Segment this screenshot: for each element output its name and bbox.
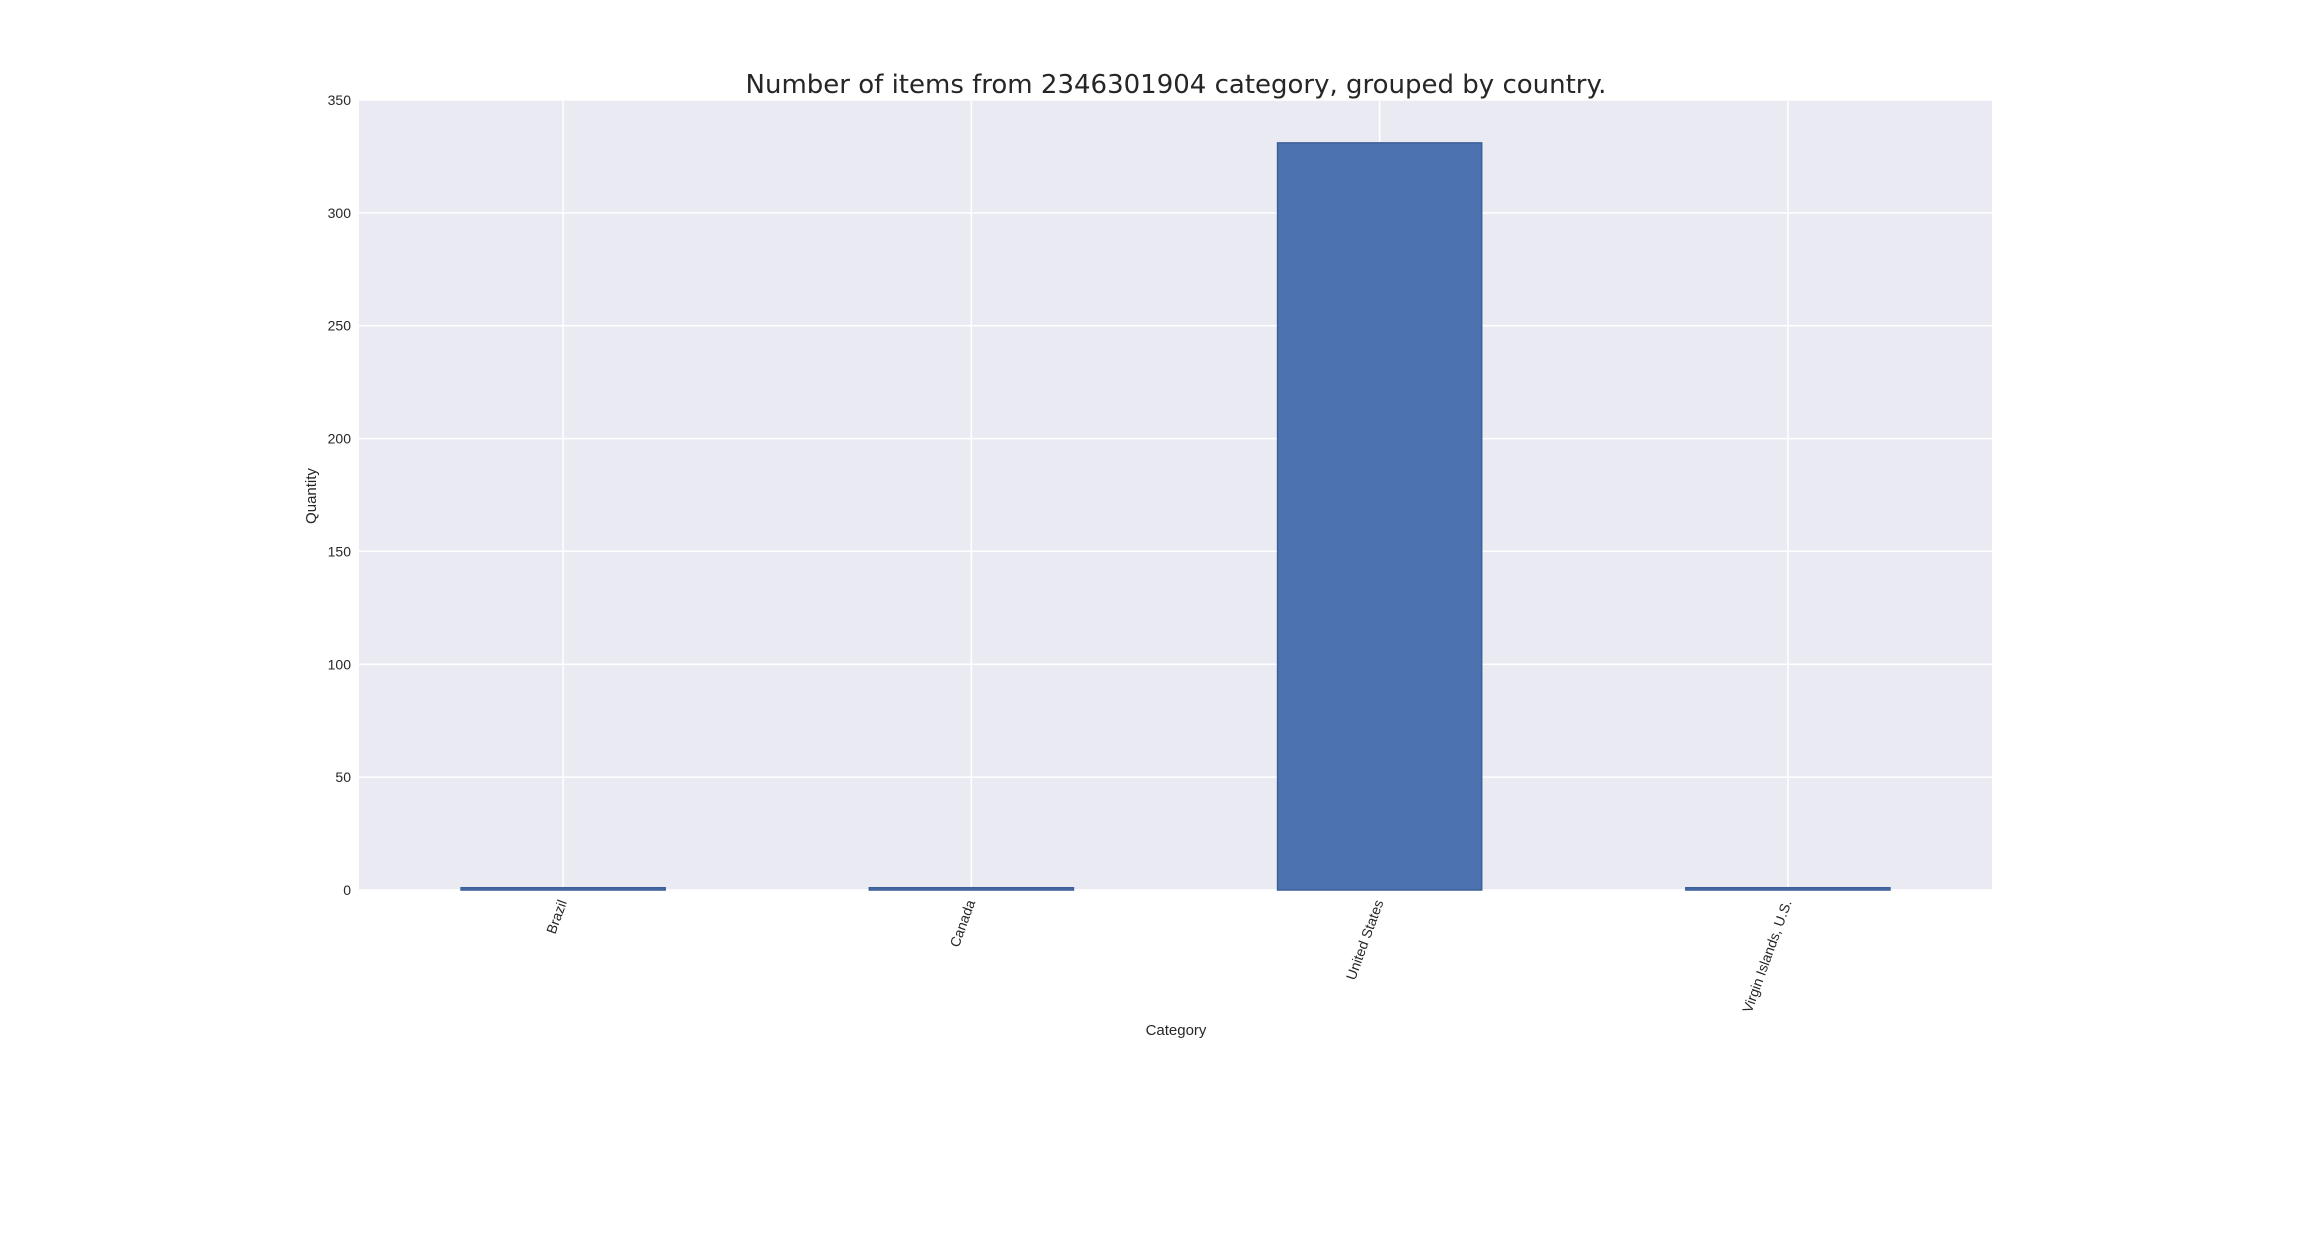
x-tick-label: Virgin Islands, U.S. [1739, 898, 1795, 1015]
y-tick-label: 50 [335, 769, 351, 785]
bar [1276, 142, 1483, 891]
bar [1685, 886, 1891, 891]
x-tick-label: United States [1343, 898, 1387, 982]
bar [460, 886, 666, 891]
x-tick-label: Canada [946, 897, 978, 949]
y-tick-label: 100 [328, 656, 352, 672]
bars [460, 142, 1891, 891]
y-axis-label: Quantity [303, 468, 320, 524]
y-axis-ticks: 0 50 100 150 200 250 300 350 [328, 92, 352, 898]
plot-area [359, 100, 1992, 890]
y-tick-label: 150 [328, 543, 352, 559]
x-tick-label: Brazil [543, 898, 570, 936]
x-axis-label: Category [1146, 1022, 1207, 1039]
y-tick-label: 300 [328, 205, 352, 221]
y-tick-label: 200 [328, 431, 352, 447]
bar [868, 886, 1075, 891]
y-tick-label: 0 [343, 882, 351, 898]
chart-title: Number of items from 2346301904 category… [746, 70, 1607, 100]
y-tick-label: 350 [328, 92, 352, 108]
x-axis-ticks: Brazil Canada United States Virgin Islands,… [543, 897, 1795, 1014]
y-tick-label: 250 [328, 318, 352, 334]
